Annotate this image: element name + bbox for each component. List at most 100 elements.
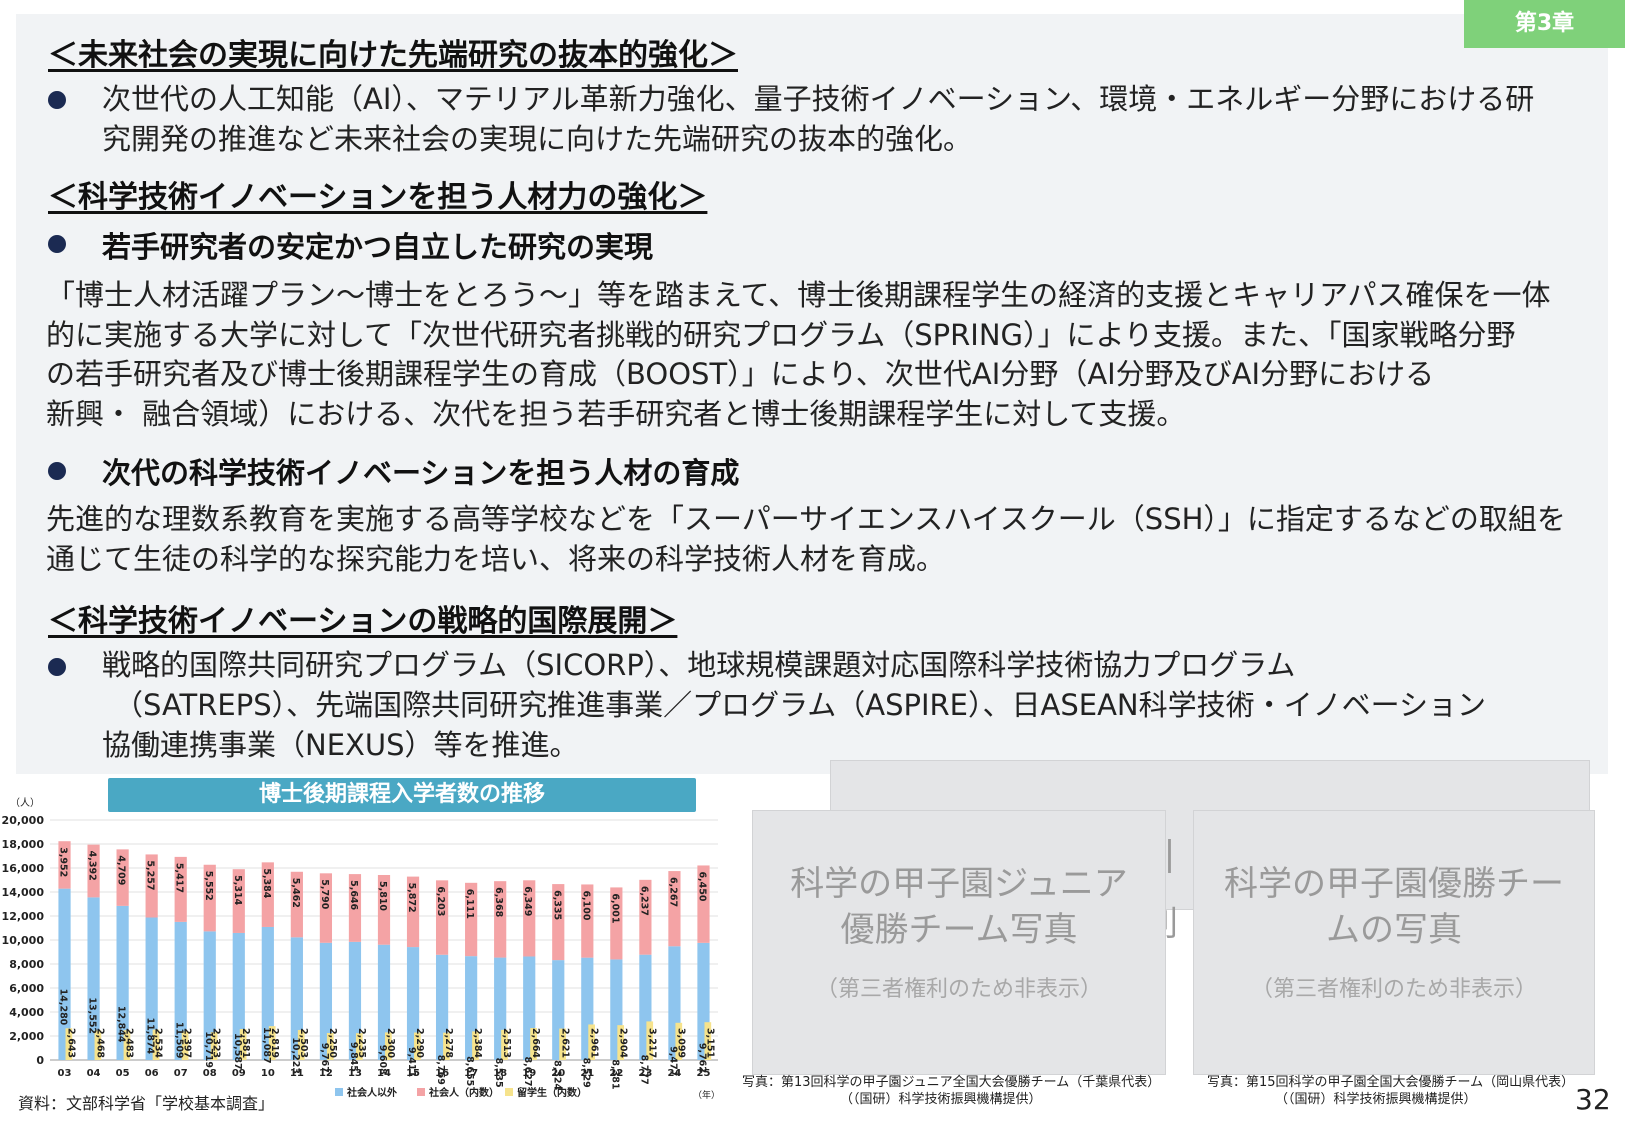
bullet-icon bbox=[48, 91, 66, 109]
x-tick-label: 10 bbox=[261, 1068, 275, 1079]
x-tick-label: 06 bbox=[145, 1068, 159, 1079]
data-label-international-student: 2,235 bbox=[356, 1028, 367, 1058]
bar-working-adult bbox=[87, 844, 100, 898]
bullet-title-young-researchers: 若手研究者の安定かつ自立した研究の実現 bbox=[102, 230, 654, 264]
bar-international-student bbox=[268, 1026, 276, 1060]
data-label-working-adult: 5,314 bbox=[232, 875, 243, 905]
data-label-non-working-adult: 8,381 bbox=[609, 1059, 620, 1089]
bar-international-student bbox=[501, 1029, 508, 1060]
bar-working-adult bbox=[523, 880, 536, 957]
bar-working-adult bbox=[581, 884, 594, 958]
paragraph-young-researchers: 「博士人材活躍プラン～博士をとろう～」等を踏まえて、博士後期課程学生の経済的支援… bbox=[46, 276, 1601, 434]
data-label-non-working-adult: 10,719 bbox=[203, 1031, 214, 1068]
data-label-working-adult: 5,462 bbox=[290, 878, 301, 908]
text-line: （SATREPS）、先端国際共同研究推進事業／プログラム（ASPIRE）、日AS… bbox=[114, 688, 1487, 722]
bar-international-student bbox=[704, 1022, 712, 1060]
chapter-tag: 第3章 bbox=[1464, 0, 1625, 48]
text-line: 先進的な理数系教育を実施する高等学校などを「スーパーサイエンスハイスクール（SS… bbox=[46, 502, 1566, 536]
x-tick-label: 14 bbox=[377, 1068, 391, 1079]
bar-working-adult bbox=[697, 865, 710, 943]
legend-swatch bbox=[417, 1088, 425, 1096]
bar-international-student bbox=[94, 1030, 102, 1060]
data-label-working-adult: 6,203 bbox=[435, 886, 446, 916]
bar-international-student bbox=[181, 1031, 189, 1060]
data-label-international-student: 2,503 bbox=[298, 1028, 309, 1058]
bar-international-student bbox=[297, 1029, 305, 1060]
data-label-non-working-adult: 9,845 bbox=[348, 1042, 359, 1072]
x-tick-label: 23 bbox=[638, 1068, 652, 1079]
bar-working-adult bbox=[435, 880, 449, 955]
x-tick-label: 15 bbox=[406, 1068, 420, 1079]
data-label-working-adult: 6,450 bbox=[696, 871, 707, 901]
photo-placeholder-junior-winners: 科学の甲子園ジュニア 優勝チーム写真 （第三者権利のため非表示） bbox=[752, 810, 1166, 1075]
data-label-non-working-adult: 11,874 bbox=[145, 1018, 156, 1055]
bar-working-adult bbox=[377, 874, 391, 945]
data-label-working-adult: 5,257 bbox=[145, 860, 156, 890]
photo-placeholder-title: 科学の甲子園優勝チー bbox=[1224, 864, 1564, 904]
bar-international-student bbox=[210, 1032, 218, 1060]
data-label-international-student: 2,483 bbox=[124, 1028, 135, 1058]
bar-international-student bbox=[239, 1029, 247, 1060]
x-tick-label: 20 bbox=[551, 1068, 565, 1079]
bar-international-student bbox=[588, 1024, 596, 1060]
bar-non-working-adult bbox=[174, 921, 187, 1060]
data-label-international-student: 2,468 bbox=[95, 1028, 106, 1058]
data-label-international-student: 2,664 bbox=[530, 1028, 541, 1058]
data-label-non-working-adult: 8,777 bbox=[638, 1055, 649, 1085]
data-label-non-working-adult: 11,087 bbox=[261, 1027, 272, 1064]
bar-non-working-adult bbox=[319, 942, 333, 1060]
x-tick-label: 24 bbox=[667, 1068, 681, 1079]
text-line: の若手研究者及び博士後期課程学生の育成（BOOST）」により、次世代AI分野（A… bbox=[46, 357, 1435, 391]
bullet-text-international-programs: 戦略的国際共同研究プログラム（SICORP）、地球規模課題対応国際科学技術協力プ… bbox=[102, 645, 1592, 765]
data-label-working-adult: 6,368 bbox=[493, 887, 504, 917]
x-tick-label: 09 bbox=[232, 1068, 246, 1079]
bar-international-student bbox=[472, 1031, 479, 1060]
paragraph-ssh: 先進的な理数系教育を実施する高等学校などを「スーパーサイエンスハイスクール（SS… bbox=[46, 500, 1601, 579]
data-label-working-adult: 6,111 bbox=[464, 889, 475, 919]
bullet-icon bbox=[48, 658, 66, 676]
text-line: 究開発の推進など未来社会の実現に向けた先端研究の抜本的強化。 bbox=[102, 122, 973, 156]
photo-placeholder-title: 科学の甲子園ジュニア bbox=[790, 864, 1128, 904]
content-panel bbox=[16, 14, 1608, 774]
bar-international-student bbox=[414, 1032, 421, 1060]
x-tick-label: 11 bbox=[290, 1068, 304, 1079]
section-heading-human-resources: ＜科学技術イノベーションを担う人材力の強化＞ bbox=[48, 180, 708, 215]
bar-non-working-adult bbox=[203, 931, 216, 1060]
bar-international-student bbox=[355, 1033, 363, 1060]
data-label-working-adult: 5,552 bbox=[203, 871, 214, 901]
data-label-international-student: 3,217 bbox=[646, 1028, 657, 1058]
section-heading-international: ＜科学技術イノベーションの戦略的国際展開＞ bbox=[48, 604, 678, 639]
bar-international-student bbox=[443, 1032, 450, 1060]
x-tick-label: 08 bbox=[203, 1068, 217, 1079]
chart-title: 博士後期課程入学者数の推移 bbox=[108, 778, 696, 812]
caption-line: （（国研）科学技術振興機構提供） bbox=[1275, 1092, 1477, 1107]
bar-international-student bbox=[617, 1025, 625, 1060]
data-label-international-student: 3,099 bbox=[675, 1028, 686, 1058]
bar-international-student bbox=[123, 1030, 131, 1060]
bar-non-working-adult bbox=[116, 905, 129, 1060]
y-tick-label: 4,000 bbox=[9, 1006, 44, 1019]
bar-working-adult bbox=[465, 882, 478, 957]
bar-non-working-adult bbox=[348, 941, 362, 1060]
x-tick-label: 12 bbox=[319, 1068, 333, 1079]
data-label-working-adult: 6,267 bbox=[667, 877, 678, 907]
bar-working-adult bbox=[348, 874, 362, 942]
bar-non-working-adult bbox=[377, 944, 391, 1060]
bar-working-adult bbox=[406, 876, 420, 948]
data-label-non-working-adult: 11,509 bbox=[174, 1022, 185, 1059]
data-label-non-working-adult: 9,411 bbox=[406, 1047, 417, 1077]
bar-non-working-adult bbox=[290, 937, 303, 1060]
data-label-non-working-adult: 10,587 bbox=[232, 1033, 243, 1070]
text-line: 次世代の人工知能（AI）、マテリアル革新力強化、量子技術イノベーション、環境・エ… bbox=[102, 82, 1535, 116]
data-label-working-adult: 6,100 bbox=[580, 890, 591, 920]
y-tick-label: 18,000 bbox=[2, 838, 45, 851]
data-label-working-adult: 4,709 bbox=[116, 855, 127, 885]
data-label-international-student: 2,581 bbox=[240, 1028, 251, 1058]
y-tick-label: 12,000 bbox=[2, 910, 45, 923]
x-tick-label: 16 bbox=[435, 1068, 449, 1079]
x-tick-label: 18 bbox=[493, 1068, 507, 1079]
bullet-icon bbox=[48, 235, 66, 253]
data-label-non-working-adult: 8,535 bbox=[493, 1058, 504, 1088]
bar-working-adult bbox=[319, 873, 333, 943]
data-label-working-adult: 6,335 bbox=[551, 890, 562, 920]
